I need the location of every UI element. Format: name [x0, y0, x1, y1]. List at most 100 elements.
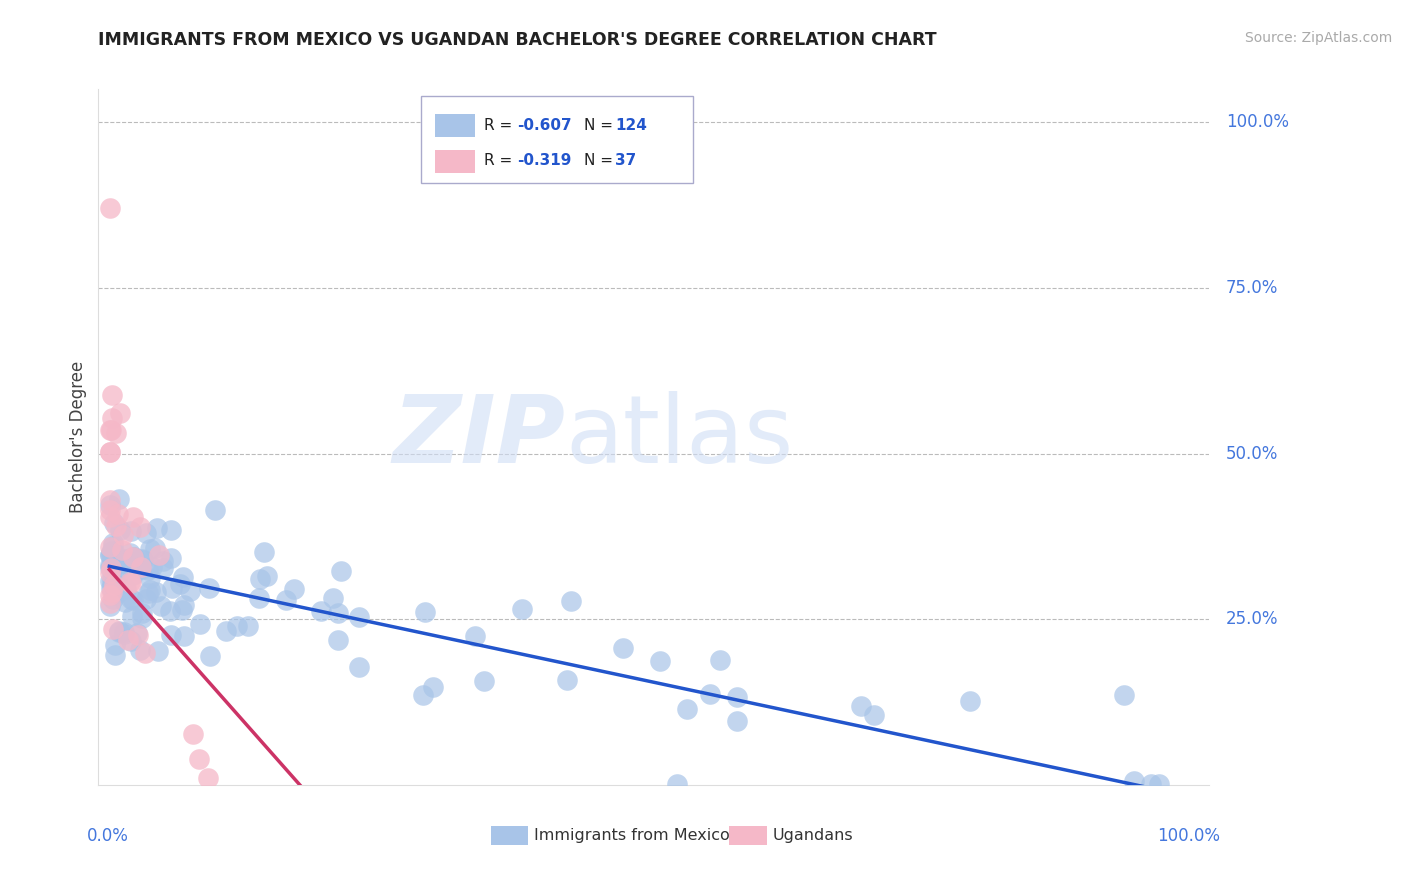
Point — [101, 539, 124, 553]
Point — [612, 641, 634, 656]
Point — [198, 649, 221, 664]
Point — [135, 526, 157, 541]
Point — [347, 660, 370, 674]
Point — [136, 564, 159, 578]
Text: Immigrants from Mexico: Immigrants from Mexico — [534, 829, 730, 843]
Point — [105, 586, 128, 600]
Point — [169, 576, 191, 591]
Point — [139, 582, 162, 597]
Text: atlas: atlas — [565, 391, 793, 483]
Point — [108, 523, 131, 537]
Point — [159, 604, 181, 618]
Point — [118, 546, 141, 560]
Point — [108, 624, 131, 638]
Point — [179, 583, 201, 598]
Point — [226, 618, 249, 632]
Point — [112, 625, 135, 640]
Point — [104, 638, 127, 652]
Point — [252, 544, 274, 558]
Point — [152, 553, 174, 567]
FancyBboxPatch shape — [730, 826, 768, 846]
Point — [114, 582, 136, 597]
Text: R =: R = — [484, 118, 517, 133]
Point — [100, 578, 122, 592]
Point — [131, 551, 153, 566]
Point — [112, 554, 135, 568]
Point — [173, 629, 195, 643]
Point — [141, 559, 163, 574]
Text: Ugandans: Ugandans — [773, 829, 853, 843]
Point — [215, 624, 238, 638]
Text: 0.0%: 0.0% — [87, 827, 129, 845]
Text: 100.0%: 100.0% — [1226, 113, 1289, 131]
Point — [143, 541, 166, 555]
Point — [111, 543, 134, 558]
Point — [110, 406, 132, 420]
Point — [122, 568, 145, 582]
Point — [121, 609, 143, 624]
Point — [104, 648, 127, 663]
Point — [101, 573, 124, 587]
Point — [863, 708, 886, 723]
Point — [725, 690, 748, 704]
Point — [98, 493, 121, 508]
Text: 75.0%: 75.0% — [1226, 279, 1278, 297]
Point — [249, 572, 271, 586]
Point — [560, 593, 582, 607]
Point — [118, 574, 141, 589]
Point — [100, 498, 122, 512]
FancyBboxPatch shape — [420, 96, 693, 183]
Point — [100, 548, 122, 562]
Point — [103, 516, 125, 531]
Point — [98, 541, 121, 555]
Point — [107, 507, 129, 521]
Text: -0.319: -0.319 — [517, 153, 572, 169]
Point — [139, 571, 162, 585]
Point — [322, 591, 344, 606]
Point — [283, 582, 305, 596]
Point — [464, 629, 486, 643]
Point — [101, 585, 124, 599]
Text: 37: 37 — [614, 153, 636, 169]
Point — [105, 425, 128, 440]
Point — [131, 611, 153, 625]
Point — [98, 588, 121, 602]
Point — [100, 545, 122, 559]
Point — [188, 752, 211, 766]
Point — [129, 560, 152, 574]
Point — [172, 569, 194, 583]
Point — [98, 445, 121, 459]
Point — [114, 552, 136, 566]
Point — [132, 553, 155, 567]
Point — [326, 606, 349, 620]
Point — [129, 642, 152, 657]
Point — [100, 561, 122, 575]
Point — [120, 524, 142, 538]
Point — [100, 574, 122, 588]
Point — [160, 581, 183, 595]
Text: -0.607: -0.607 — [517, 118, 572, 133]
Text: 50.0%: 50.0% — [1226, 444, 1278, 463]
Point — [699, 687, 721, 701]
Point — [114, 595, 136, 609]
Text: N =: N = — [583, 153, 617, 169]
Point — [309, 604, 332, 618]
Point — [510, 601, 533, 615]
Point — [173, 598, 195, 612]
Point — [112, 626, 135, 640]
Text: N =: N = — [583, 118, 617, 133]
Point — [100, 445, 122, 459]
Point — [474, 674, 496, 689]
Point — [160, 550, 183, 565]
Point — [100, 549, 122, 563]
Point — [148, 548, 170, 562]
Point — [100, 503, 122, 517]
Point — [121, 592, 143, 607]
Point — [666, 777, 689, 791]
Point — [127, 628, 149, 642]
Y-axis label: Bachelor's Degree: Bachelor's Degree — [69, 361, 87, 513]
Point — [101, 591, 124, 606]
Text: 25.0%: 25.0% — [1226, 610, 1278, 628]
Point — [98, 566, 121, 580]
Point — [100, 558, 122, 572]
